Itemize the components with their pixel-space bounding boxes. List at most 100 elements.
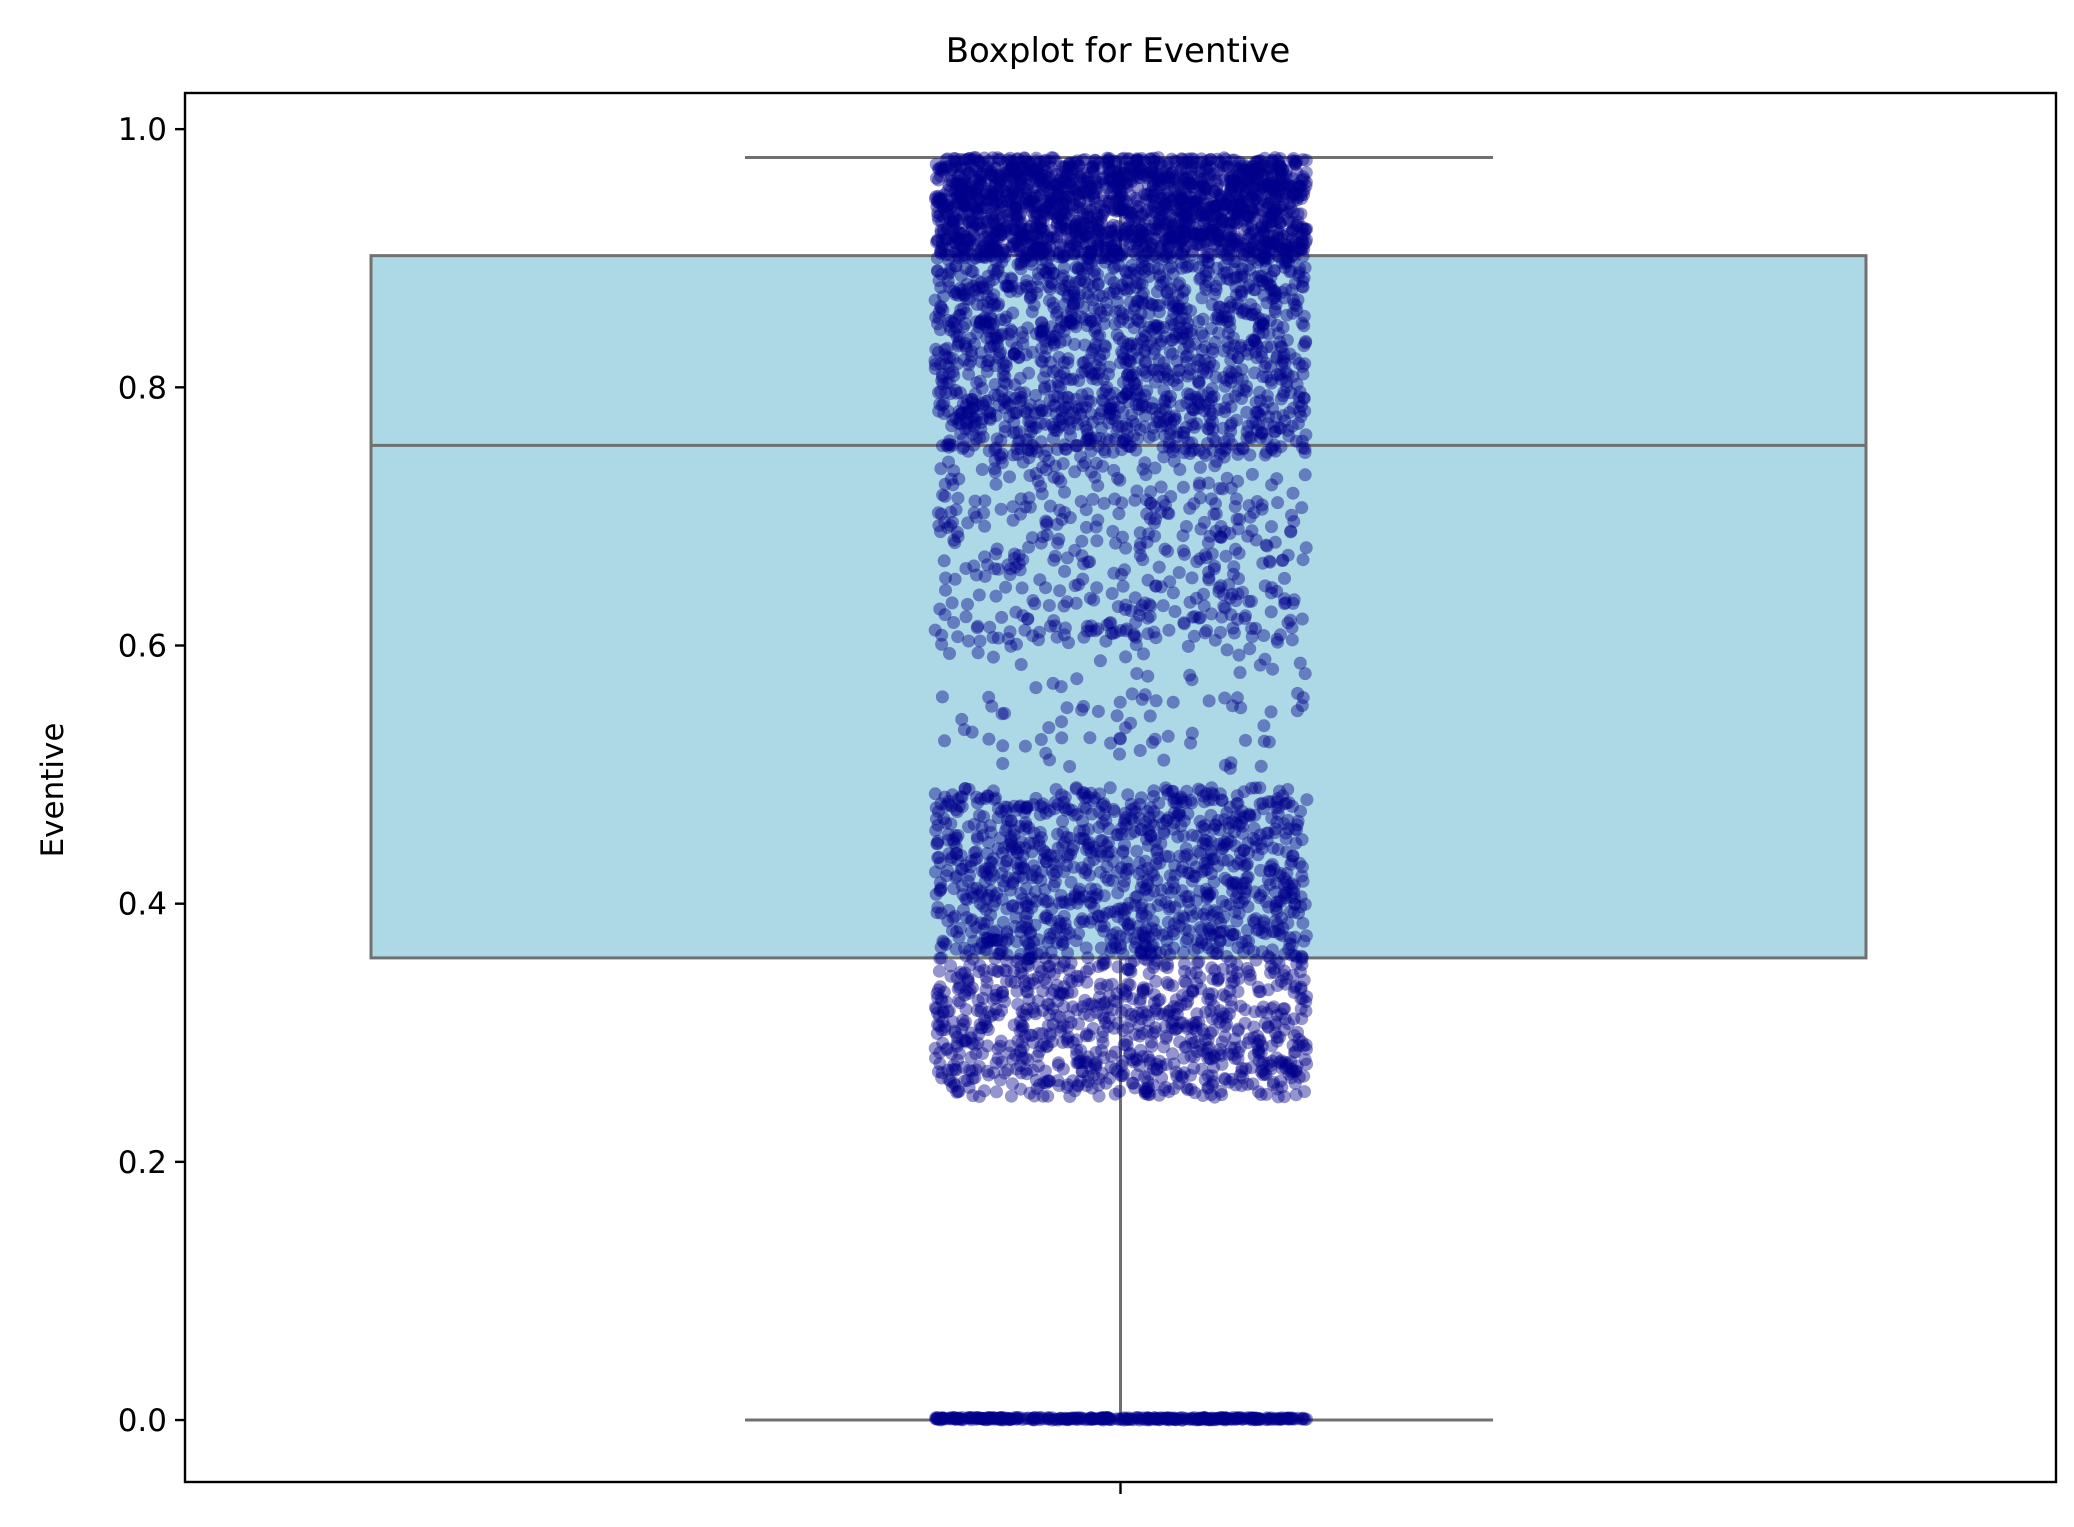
strip-point	[965, 926, 978, 939]
strip-point	[972, 646, 985, 659]
strip-point	[1162, 373, 1175, 386]
strip-point	[1238, 859, 1251, 872]
strip-point	[1098, 310, 1111, 323]
strip-point	[1287, 515, 1300, 528]
strip-point	[1119, 542, 1132, 555]
strip-point	[1158, 959, 1171, 972]
strip-point	[1284, 614, 1297, 627]
strip-point	[1144, 817, 1157, 830]
strip-point	[1078, 994, 1091, 1007]
strip-point	[1272, 843, 1285, 856]
strip-point	[1060, 372, 1073, 385]
strip-point	[1115, 1069, 1128, 1082]
strip-point	[1242, 1036, 1255, 1049]
strip-point	[953, 1413, 966, 1426]
strip-point	[1039, 581, 1052, 594]
strip-point	[1157, 1040, 1170, 1053]
strip-point	[1117, 1414, 1130, 1427]
strip-point	[978, 550, 991, 563]
strip-point	[1094, 654, 1107, 667]
strip-point	[1085, 808, 1098, 821]
strip-point	[1289, 931, 1302, 944]
strip-point	[1041, 529, 1054, 542]
strip-point	[987, 318, 1000, 331]
strip-point	[1092, 705, 1105, 718]
strip-point	[938, 554, 951, 567]
strip-point	[961, 598, 974, 611]
strip-point	[997, 357, 1010, 370]
strip-point	[1022, 443, 1035, 456]
strip-point	[1160, 784, 1173, 797]
strip-point	[1252, 981, 1265, 994]
strip-point	[1202, 987, 1215, 1000]
strip-point	[1048, 858, 1061, 871]
strip-point	[1107, 803, 1120, 816]
strip-point	[998, 401, 1011, 414]
strip-point	[939, 584, 952, 597]
strip-point	[1291, 818, 1304, 831]
strip-point	[1075, 535, 1088, 548]
strip-point	[1290, 1088, 1303, 1101]
strip-point	[976, 1047, 989, 1060]
strip-point	[953, 335, 966, 348]
strip-point	[939, 572, 952, 585]
strip-point	[1178, 975, 1191, 988]
strip-point	[1278, 572, 1291, 585]
strip-point	[1101, 979, 1114, 992]
strip-point	[1195, 523, 1208, 536]
strip-point	[966, 981, 979, 994]
strip-point	[1064, 511, 1077, 524]
strip-point	[1013, 557, 1026, 570]
strip-point	[982, 1005, 995, 1018]
strip-point	[1173, 809, 1186, 822]
strip-point	[1291, 687, 1304, 700]
strip-point	[1040, 909, 1053, 922]
strip-point	[1166, 1021, 1179, 1034]
strip-point	[1095, 1413, 1108, 1426]
strip-point	[1012, 351, 1025, 364]
strip-point	[940, 1043, 953, 1056]
strip-point	[1168, 440, 1181, 453]
strip-point	[1123, 863, 1136, 876]
strip-point	[981, 847, 994, 860]
strip-point	[1161, 285, 1174, 298]
strip-point	[1035, 316, 1048, 329]
strip-point	[1203, 694, 1216, 707]
strip-point	[1089, 322, 1102, 335]
strip-point	[1218, 692, 1231, 705]
strip-point	[1040, 266, 1053, 279]
strip-point	[1213, 1016, 1226, 1029]
strip-point	[1220, 806, 1233, 819]
strip-point	[1135, 881, 1148, 894]
strip-point	[973, 1060, 986, 1073]
strip-point	[1235, 1079, 1248, 1092]
strip-point	[1173, 566, 1186, 579]
strip-point	[1121, 439, 1134, 452]
strip-point	[1250, 534, 1263, 547]
strip-point	[1151, 410, 1164, 423]
strip-point	[1153, 561, 1166, 574]
strip-point	[1037, 1038, 1050, 1051]
strip-point	[1061, 986, 1074, 999]
strip-point	[1282, 549, 1295, 562]
strip-point	[1214, 626, 1227, 639]
strip-point	[1151, 852, 1164, 865]
strip-point	[995, 611, 1008, 624]
strip-point	[1191, 1045, 1204, 1058]
strip-point	[1242, 595, 1255, 608]
strip-point	[1002, 328, 1015, 341]
strip-point	[1221, 336, 1234, 349]
strip-point	[982, 1023, 995, 1036]
strip-point	[1158, 394, 1171, 407]
strip-point	[1026, 629, 1039, 642]
strip-point	[973, 589, 986, 602]
strip-point	[1222, 432, 1235, 445]
strip-point	[976, 299, 989, 312]
strip-point	[1061, 947, 1074, 960]
strip-point	[1177, 544, 1190, 557]
strip-point	[1131, 295, 1144, 308]
strip-point	[1234, 1000, 1247, 1013]
strip-point	[1122, 978, 1135, 991]
strip-point	[950, 503, 963, 516]
strip-point	[1091, 888, 1104, 901]
